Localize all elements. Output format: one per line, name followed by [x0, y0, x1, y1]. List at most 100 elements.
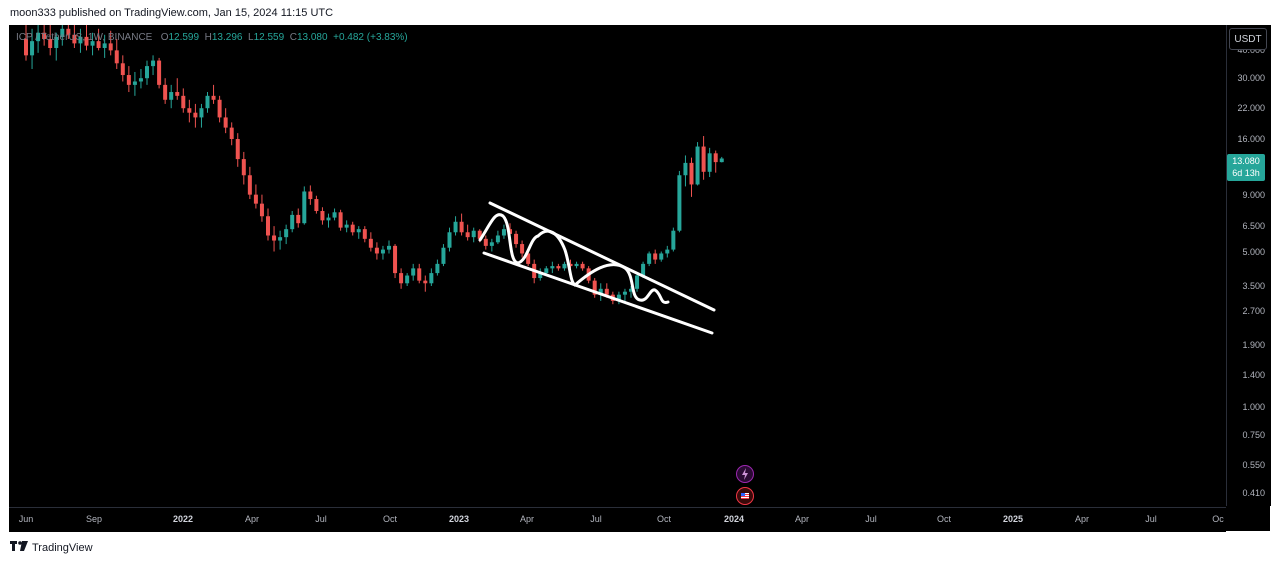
candle[interactable]	[441, 244, 446, 267]
candle[interactable]	[362, 226, 367, 243]
candle[interactable]	[296, 208, 301, 228]
candle[interactable]	[338, 209, 343, 231]
candle[interactable]	[278, 230, 283, 250]
candle[interactable]	[326, 213, 331, 228]
candle[interactable]	[659, 251, 664, 262]
candle[interactable]	[151, 55, 156, 76]
candle[interactable]	[435, 259, 440, 276]
candle[interactable]	[417, 263, 422, 284]
candle[interactable]	[84, 25, 89, 51]
candle[interactable]	[429, 268, 434, 287]
candle[interactable]	[562, 261, 567, 271]
candle[interactable]	[290, 211, 295, 233]
candle[interactable]	[332, 208, 337, 221]
candle[interactable]	[163, 78, 168, 104]
candle[interactable]	[459, 213, 464, 236]
candle[interactable]	[689, 157, 694, 197]
candle[interactable]	[205, 92, 210, 113]
candle[interactable]	[24, 25, 28, 61]
candle[interactable]	[241, 151, 246, 185]
candle[interactable]	[550, 261, 555, 274]
candle[interactable]	[647, 251, 652, 267]
candle[interactable]	[66, 25, 71, 39]
candle[interactable]	[616, 291, 621, 305]
time-axis[interactable]	[9, 507, 1226, 532]
candle[interactable]	[175, 78, 180, 100]
candle[interactable]	[181, 88, 186, 113]
candle[interactable]	[677, 170, 682, 233]
candle[interactable]	[695, 142, 700, 186]
candle[interactable]	[169, 84, 174, 109]
candle[interactable]	[78, 28, 83, 53]
candle[interactable]	[405, 273, 410, 287]
us-flag-icon[interactable]	[736, 487, 754, 505]
candle[interactable]	[96, 28, 101, 51]
candle[interactable]	[701, 136, 706, 180]
candle[interactable]	[126, 66, 131, 93]
candle[interactable]	[399, 268, 404, 289]
candle[interactable]	[350, 221, 355, 236]
candle[interactable]	[36, 25, 41, 53]
candle[interactable]	[683, 155, 688, 187]
candle[interactable]	[145, 60, 149, 85]
candle[interactable]	[713, 150, 718, 173]
candle[interactable]	[302, 186, 307, 225]
candle[interactable]	[272, 226, 277, 252]
candle[interactable]	[235, 133, 240, 167]
candle[interactable]	[72, 25, 77, 48]
candle[interactable]	[671, 227, 676, 252]
candle[interactable]	[368, 232, 373, 252]
lightning-icon[interactable]	[736, 465, 754, 483]
candle[interactable]	[411, 263, 416, 281]
candle[interactable]	[489, 238, 494, 252]
candle[interactable]	[120, 55, 125, 82]
candle[interactable]	[211, 84, 216, 104]
candle[interactable]	[132, 71, 137, 96]
candle[interactable]	[635, 273, 640, 292]
candle[interactable]	[629, 286, 633, 298]
candle[interactable]	[495, 230, 500, 245]
candle[interactable]	[314, 195, 319, 214]
candle[interactable]	[138, 68, 143, 89]
candle[interactable]	[465, 224, 470, 241]
candle[interactable]	[308, 185, 313, 205]
currency-button[interactable]: USDT	[1229, 28, 1267, 50]
candle[interactable]	[501, 224, 506, 239]
candle[interactable]	[520, 240, 525, 258]
candle[interactable]	[229, 122, 234, 146]
candle[interactable]	[653, 249, 658, 264]
candle[interactable]	[580, 261, 585, 271]
candle[interactable]	[356, 226, 361, 239]
footer-brand[interactable]: TradingView	[10, 541, 93, 554]
candle[interactable]	[54, 32, 59, 61]
candle[interactable]	[102, 34, 107, 58]
candle[interactable]	[592, 278, 597, 298]
candle[interactable]	[48, 25, 53, 56]
candle[interactable]	[453, 216, 458, 236]
candle[interactable]	[719, 156, 724, 163]
candle[interactable]	[393, 244, 398, 279]
candle[interactable]	[514, 230, 519, 248]
candle[interactable]	[665, 245, 670, 258]
candle[interactable]	[380, 245, 385, 260]
candle[interactable]	[199, 103, 204, 128]
candle[interactable]	[253, 184, 258, 209]
candle[interactable]	[374, 242, 379, 260]
candle[interactable]	[574, 261, 579, 269]
candle[interactable]	[266, 208, 270, 241]
candle[interactable]	[344, 220, 349, 233]
candle[interactable]	[90, 32, 95, 56]
candle[interactable]	[707, 147, 712, 178]
candle[interactable]	[320, 207, 325, 225]
candle[interactable]	[284, 224, 289, 245]
candle[interactable]	[387, 240, 391, 254]
candle[interactable]	[447, 227, 452, 252]
candle[interactable]	[622, 288, 627, 301]
candle[interactable]	[30, 28, 35, 69]
candle[interactable]	[108, 30, 113, 56]
candle[interactable]	[483, 235, 488, 250]
candle[interactable]	[538, 268, 543, 281]
candle[interactable]	[217, 95, 222, 123]
candle[interactable]	[556, 263, 561, 271]
